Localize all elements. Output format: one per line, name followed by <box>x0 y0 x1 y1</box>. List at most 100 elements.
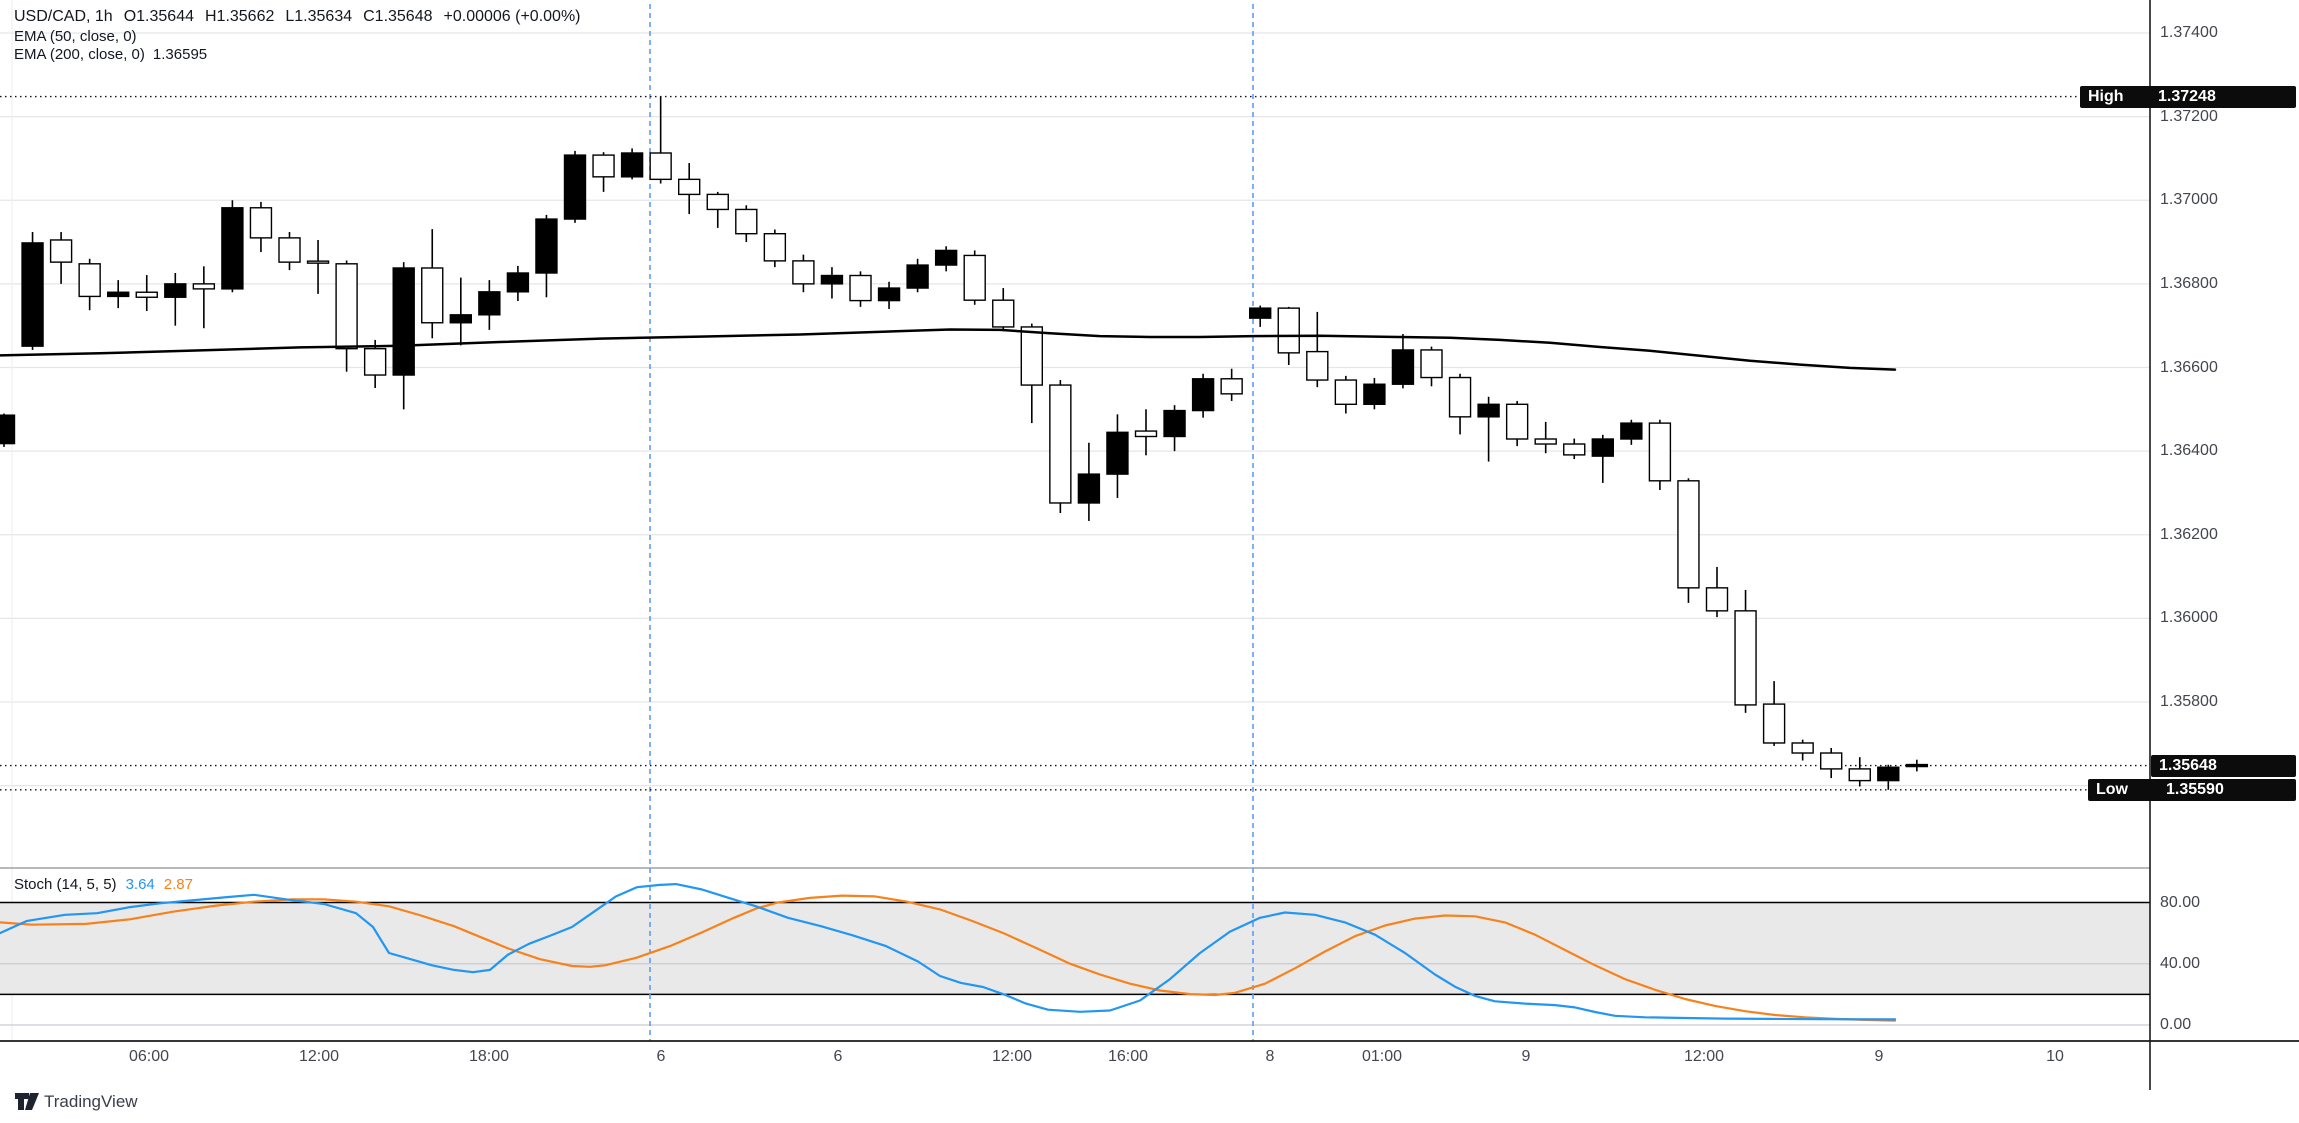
time-axis-label: 6 <box>833 1048 843 1065</box>
candle-body <box>1762 703 1786 744</box>
candle-body <box>164 283 187 298</box>
ohlc-open: O1.35644 <box>123 8 194 25</box>
tradingview-logo-text: TradingView <box>44 1092 138 1111</box>
candle-body <box>1306 350 1329 381</box>
candle-body <box>877 287 901 302</box>
time-axis-label: 12:00 <box>298 1048 340 1065</box>
candle-body <box>278 237 301 263</box>
time-axis-label: 9 <box>1521 1048 1531 1065</box>
ohlc-close: C1.35648 <box>363 8 433 25</box>
candle-body <box>1877 766 1900 782</box>
stoch-axis-label: 0.00 <box>2160 1016 2192 1033</box>
candle-body <box>1134 430 1158 438</box>
candle-body <box>1819 752 1843 770</box>
candle-body <box>1734 610 1757 706</box>
low-badge-label: Low <box>2096 780 2128 798</box>
candle-body <box>1363 383 1386 405</box>
ema200-label: EMA (200, close, 0) <box>14 46 145 63</box>
low-price-badge: Low 1.35590 <box>2088 778 2296 801</box>
candle-body <box>1677 480 1700 589</box>
candle-body <box>306 260 330 264</box>
candle-body <box>1477 403 1500 418</box>
time-axis-label: 06:00 <box>128 1048 170 1065</box>
ema200-line <box>0 328 1897 371</box>
candle-body <box>1848 768 1871 782</box>
candle-body <box>221 207 244 290</box>
stoch-legend-row[interactable]: Stoch (14, 5, 5) 3.64 2.87 <box>14 876 193 893</box>
symbol-title: USD/CAD, 1h <box>14 8 113 25</box>
low-badge-value: 1.35590 <box>2166 780 2224 798</box>
candle-body <box>1391 349 1415 385</box>
ema50-legend-row[interactable]: EMA (50, close, 0) <box>14 28 137 45</box>
ohlc-change: +0.00006 (+0.00%) <box>443 8 581 25</box>
price-axis-label: 1.36400 <box>2160 442 2218 460</box>
price-axis-label: 1.36000 <box>2160 609 2218 627</box>
candle-body <box>1163 409 1186 438</box>
ohlc-high: H1.35662 <box>204 8 275 25</box>
high-price-badge: High 1.37248 <box>2080 85 2296 108</box>
ema200-legend-row[interactable]: EMA (200, close, 0) 1.36595 <box>14 46 207 63</box>
candle-body <box>1220 378 1243 395</box>
stoch-k-line <box>0 882 1897 1021</box>
candle-body <box>934 249 958 266</box>
time-axis-label: 6 <box>656 1048 666 1065</box>
tradingview-logo-icon <box>15 1093 39 1110</box>
tradingview-logo[interactable]: TradingView <box>14 1090 234 1116</box>
stoch-axis-label: 80.00 <box>2160 893 2201 911</box>
candle-body <box>1248 307 1272 319</box>
stoch-d-value: 2.87 <box>163 876 193 893</box>
candle-body <box>1534 438 1557 445</box>
ema50-label: EMA (50, close, 0) <box>14 28 137 45</box>
candle-body <box>706 193 729 211</box>
time-axis-label: 01:00 <box>1361 1048 1403 1065</box>
ema200-value: 1.36595 <box>152 46 208 63</box>
candle-body <box>678 178 701 196</box>
candle-body <box>192 283 216 290</box>
last-price-badge: 1.35648 <box>2151 754 2296 777</box>
candle-body <box>1591 438 1615 457</box>
candle-body <box>449 314 472 324</box>
time-axis-label: 12:00 <box>991 1048 1033 1065</box>
candle-body <box>1191 378 1215 412</box>
time-axis-label: 12:00 <box>1683 1048 1725 1065</box>
candle-body <box>1705 587 1729 612</box>
candle-body <box>620 152 644 178</box>
candle-body <box>1905 763 1929 768</box>
price-axis-label: 1.36800 <box>2160 274 2218 292</box>
candle-body <box>249 207 273 239</box>
candle-body <box>1563 443 1586 456</box>
stoch-k-value: 3.64 <box>125 876 155 893</box>
candle-body <box>363 347 387 376</box>
candle-body <box>106 291 130 298</box>
candle-body <box>1077 473 1101 504</box>
candle-body <box>21 242 44 347</box>
candle-body <box>0 414 16 445</box>
price-axis-label: 1.35800 <box>2160 693 2218 710</box>
time-axis-label: 18:00 <box>468 1048 510 1065</box>
candle-body <box>421 267 444 324</box>
candle-body <box>335 263 358 350</box>
candle-body <box>1420 349 1443 379</box>
candle-body <box>592 154 615 178</box>
candle-body <box>1277 307 1300 354</box>
candle-body <box>535 218 558 274</box>
symbol-legend-row[interactable]: USD/CAD, 1h O1.35644 H1.35662 L1.35634 C1.35… <box>14 8 592 26</box>
price-axis-label: 1.36600 <box>2160 358 2218 376</box>
candle-body <box>1648 422 1672 482</box>
high-badge-value: 1.37248 <box>2158 87 2216 105</box>
candle-body <box>1020 326 1043 386</box>
high-badge-label: High <box>2088 87 2124 105</box>
time-axis-label: 16:00 <box>1107 1048 1149 1065</box>
time-axis-label: 10 <box>2046 1048 2064 1065</box>
stoch-axis-label: 40.00 <box>2160 954 2201 972</box>
candle-body <box>763 232 787 262</box>
time-axis-label: 8 <box>1265 1048 1275 1065</box>
ohlc-low: L1.35634 <box>285 8 353 25</box>
candle-body <box>1334 379 1358 405</box>
stoch-band <box>0 902 2150 995</box>
last-price-value: 1.35648 <box>2159 756 2217 774</box>
candle-body <box>1505 403 1529 440</box>
candle-body <box>392 267 415 376</box>
